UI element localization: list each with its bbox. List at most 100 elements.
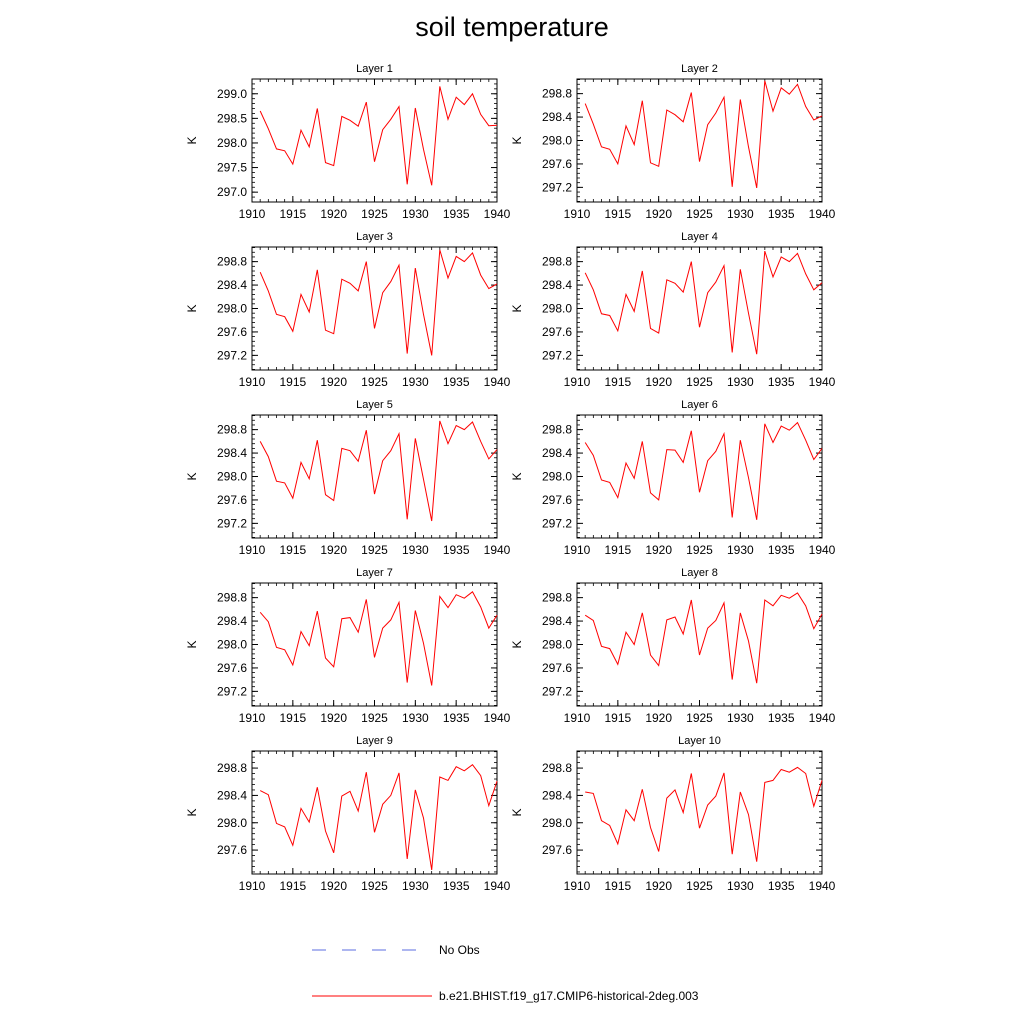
series-line-layer-9 [259, 764, 498, 870]
x-tick-label: 1925 [686, 207, 713, 221]
x-tick-label: 1940 [809, 543, 836, 557]
y-tick-label: 297.6 [542, 325, 572, 339]
series-line-layer-10 [585, 766, 823, 862]
x-tick-label: 1910 [564, 543, 591, 557]
y-tick-label: 298.8 [542, 423, 572, 437]
y-tick-label: 298.0 [217, 816, 247, 830]
x-tick-label: 1920 [320, 711, 347, 725]
y-tick-label: 297.6 [217, 325, 247, 339]
plot-frame-2 [576, 78, 823, 203]
x-tick-label: 1915 [279, 711, 306, 725]
y-tick-label: 298.0 [217, 638, 247, 652]
panel-title-7: Layer 7 [356, 567, 393, 579]
x-tick-label: 1910 [564, 207, 591, 221]
x-tick-label: 1920 [320, 375, 347, 389]
x-tick-label: 1930 [402, 879, 429, 893]
x-tick-label: 1910 [239, 711, 266, 725]
x-tick-label: 1925 [686, 375, 713, 389]
y-tick-label: 298.0 [217, 136, 247, 150]
y-tick-label: 298.8 [217, 423, 247, 437]
series-line-layer-2 [584, 80, 823, 188]
x-tick-label: 1940 [484, 207, 511, 221]
y-axis-label-1: K [185, 136, 199, 144]
y-tick-label: 298.4 [217, 446, 247, 460]
y-tick-label: 297.2 [542, 684, 572, 698]
y-axis-label-2: K [510, 136, 524, 144]
panel-title-3: Layer 3 [356, 231, 393, 243]
y-tick-label: 298.4 [217, 788, 247, 802]
y-tick-label: 298.8 [217, 591, 247, 605]
x-tick-label: 1935 [443, 879, 470, 893]
y-axis-label-8: K [510, 640, 524, 648]
y-tick-label: 298.8 [542, 87, 572, 101]
x-tick-label: 1920 [645, 543, 672, 557]
y-tick-label: 298.8 [217, 761, 247, 775]
x-tick-label: 1940 [484, 879, 511, 893]
legend-label-no-obs: No Obs [439, 943, 480, 957]
y-axis-label-9: K [185, 808, 199, 816]
y-tick-label: 298.4 [542, 614, 572, 628]
plot-frame-5 [251, 414, 498, 539]
x-tick-label: 1915 [279, 543, 306, 557]
series-line-layer-4 [584, 250, 823, 355]
y-tick-label: 297.5 [217, 161, 247, 175]
series-line-layer-7 [259, 591, 498, 686]
x-tick-label: 1930 [402, 375, 429, 389]
x-tick-label: 1920 [320, 879, 347, 893]
y-tick-label: 297.6 [542, 843, 572, 857]
plot-frame-7 [251, 582, 498, 707]
panel-title-9: Layer 9 [356, 735, 393, 747]
y-tick-label: 297.6 [217, 843, 247, 857]
y-tick-label: 297.2 [542, 180, 572, 194]
x-tick-label: 1920 [320, 543, 347, 557]
panel-title-10: Layer 10 [678, 735, 721, 747]
plot-frame-6 [576, 414, 823, 539]
plot-frame-4 [576, 246, 823, 371]
plot-frame-1 [251, 78, 498, 203]
x-tick-label: 1930 [402, 207, 429, 221]
panel-title-5: Layer 5 [356, 399, 393, 411]
x-tick-label: 1925 [361, 543, 388, 557]
x-tick-label: 1935 [768, 207, 795, 221]
x-tick-label: 1940 [484, 711, 511, 725]
y-tick-label: 297.6 [542, 157, 572, 171]
legend-label-model: b.e21.BHIST.f19_g17.CMIP6-historical-2de… [439, 989, 699, 1003]
x-tick-label: 1915 [604, 543, 631, 557]
y-axis-label-3: K [185, 304, 199, 312]
y-tick-label: 298.0 [542, 302, 572, 316]
x-tick-label: 1940 [809, 207, 836, 221]
x-tick-label: 1915 [604, 879, 631, 893]
x-tick-label: 1910 [239, 375, 266, 389]
x-tick-label: 1940 [809, 711, 836, 725]
x-tick-label: 1935 [768, 879, 795, 893]
y-tick-label: 297.6 [542, 493, 572, 507]
y-tick-label: 298.0 [217, 302, 247, 316]
y-tick-label: 297.2 [217, 348, 247, 362]
x-tick-label: 1910 [239, 879, 266, 893]
x-tick-label: 1935 [768, 543, 795, 557]
plot-frame-8 [576, 582, 823, 707]
x-tick-label: 1920 [645, 375, 672, 389]
x-tick-label: 1915 [604, 711, 631, 725]
y-tick-label: 298.4 [542, 788, 572, 802]
y-tick-label: 298.5 [217, 111, 247, 125]
x-tick-label: 1920 [645, 879, 672, 893]
y-tick-label: 298.0 [542, 470, 572, 484]
x-tick-label: 1915 [279, 879, 306, 893]
y-tick-label: 297.2 [542, 348, 572, 362]
x-tick-label: 1935 [768, 375, 795, 389]
x-tick-label: 1925 [361, 375, 388, 389]
y-tick-label: 298.4 [542, 446, 572, 460]
y-tick-label: 297.6 [217, 661, 247, 675]
x-tick-label: 1915 [604, 207, 631, 221]
x-tick-label: 1920 [645, 711, 672, 725]
panel-title-4: Layer 4 [681, 231, 718, 243]
series-line-layer-8 [584, 592, 823, 684]
x-tick-label: 1935 [443, 207, 470, 221]
x-tick-label: 1930 [402, 543, 429, 557]
x-tick-label: 1910 [239, 543, 266, 557]
y-axis-label-7: K [185, 640, 199, 648]
x-tick-label: 1935 [443, 543, 470, 557]
y-tick-label: 298.0 [542, 816, 572, 830]
x-tick-label: 1925 [686, 879, 713, 893]
